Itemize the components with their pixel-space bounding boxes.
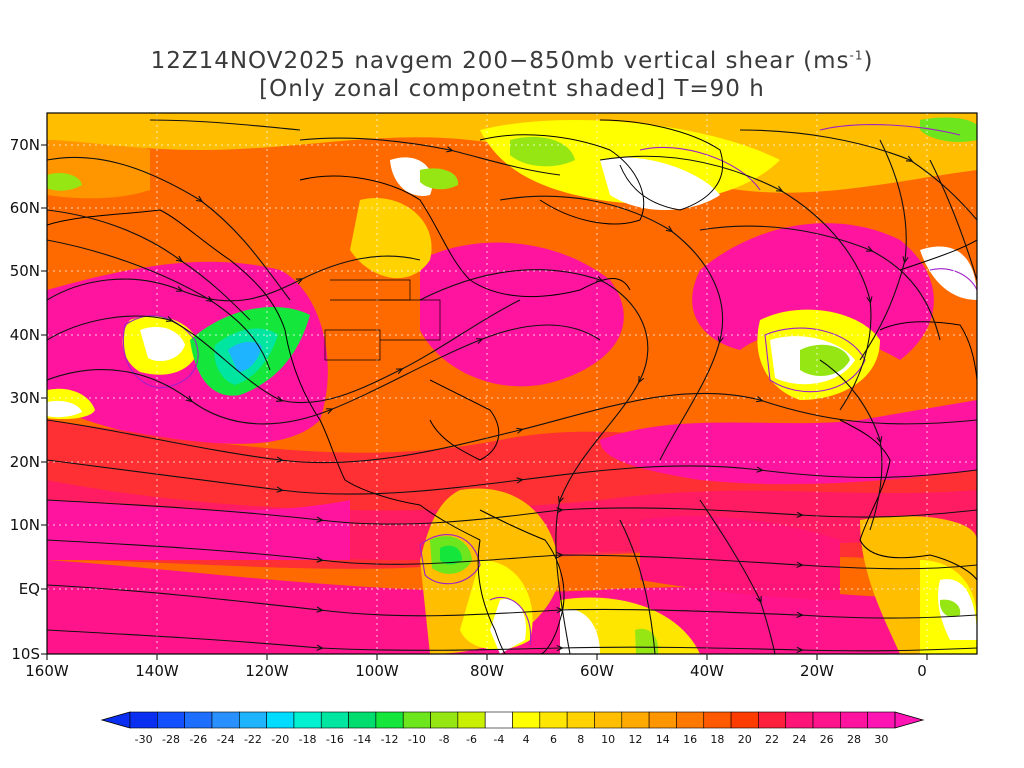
colorbar-label: 12 — [628, 733, 643, 746]
colorbar-swatch — [238, 711, 267, 729]
colorbar-swatch — [566, 711, 595, 729]
colorbar-label: 22 — [765, 733, 780, 746]
lat-label-50n: 50N — [9, 262, 40, 280]
colorbar-swatch — [430, 711, 459, 729]
colorbar-label: 14 — [655, 733, 670, 746]
colorbar-label: -22 — [243, 733, 262, 746]
colorbar-label: -28 — [161, 733, 180, 746]
lon-label-20w: 20W — [800, 662, 834, 680]
colorbar-swatch — [293, 711, 322, 729]
colorbar-label: 4 — [522, 733, 530, 746]
colorbar-label: -26 — [189, 733, 208, 746]
colorbar-label: -6 — [466, 733, 477, 746]
colorbar-label: 10 — [601, 733, 616, 746]
colorbar-swatch — [676, 711, 705, 729]
lat-label-40n: 40N — [9, 326, 40, 344]
colorbar-label: -14 — [353, 733, 372, 746]
lat-label-60n: 60N — [9, 199, 40, 217]
colorbar-arrow-low — [100, 711, 131, 729]
lat-label-eq: EQ — [18, 580, 40, 598]
lon-label-80w: 80W — [470, 662, 504, 680]
colorbar-swatch — [157, 711, 185, 729]
colorbar-swatch — [184, 711, 213, 729]
colorbar-swatch — [457, 711, 486, 729]
colorbar-swatch — [512, 711, 541, 729]
colorbar-label: 18 — [710, 733, 725, 746]
colorbar-label: -24 — [216, 733, 235, 746]
colorbar-swatch — [484, 711, 513, 729]
colorbar-label: -12 — [380, 733, 399, 746]
lat-label-10s: 10S — [11, 645, 40, 663]
lon-label-100w: 100W — [355, 662, 399, 680]
chart-title: 12Z14NOV2025 navgem 200−850mb vertical s… — [150, 48, 874, 74]
colorbar-label: 24 — [792, 733, 807, 746]
colorbar-swatch — [594, 711, 623, 729]
colorbar-label: 16 — [683, 733, 698, 746]
colorbar — [100, 711, 925, 729]
chart-subtitle: [Only zonal componetnt shaded] T=90 h — [259, 76, 765, 102]
lon-label-140w: 140W — [135, 662, 179, 680]
colorbar-label: -10 — [407, 733, 426, 746]
colorbar-swatch — [539, 711, 568, 729]
axis-ticks — [41, 144, 928, 660]
colorbar-label: -18 — [298, 733, 317, 746]
colorbar-swatch — [785, 711, 814, 729]
lat-label-20n: 20N — [9, 453, 40, 471]
colorbar-label: 28 — [847, 733, 862, 746]
streamlines — [47, 119, 977, 654]
colorbar-swatch — [758, 711, 787, 729]
colorbar-swatch — [375, 711, 404, 729]
colorbar-label: -16 — [325, 733, 344, 746]
colorbar-label: 26 — [819, 733, 834, 746]
colorbar-label: -20 — [271, 733, 290, 746]
lon-label-40w: 40W — [690, 662, 724, 680]
colorbar-label: 8 — [577, 733, 585, 746]
map-frame — [46, 112, 978, 655]
colorbar-swatch — [867, 711, 896, 729]
lat-label-10n: 10N — [9, 516, 40, 534]
colorbar-swatch — [211, 711, 240, 729]
lon-label-60w: 60W — [580, 662, 614, 680]
colorbar-swatch — [648, 711, 677, 729]
lat-label-70n: 70N — [9, 136, 40, 154]
colorbar-label: 6 — [549, 733, 557, 746]
colorbar-swatch — [730, 711, 759, 729]
colorbar-swatch — [266, 711, 295, 729]
lon-label-0: 0 — [917, 662, 927, 680]
colorbar-swatch — [840, 711, 868, 729]
shaded-field — [47, 113, 977, 654]
lon-label-160w: 160W — [25, 662, 69, 680]
colorbar-label: 20 — [737, 733, 752, 746]
colorbar-swatch — [320, 711, 349, 729]
colorbar-swatch — [812, 711, 841, 729]
colorbar-label: -8 — [438, 733, 450, 746]
colorbar-label: -30 — [134, 733, 153, 746]
colorbar-swatch — [621, 711, 650, 729]
colorbar-label: 30 — [874, 733, 889, 746]
colorbar-arrow-high — [894, 711, 925, 729]
colorbar-swatch — [348, 711, 377, 729]
lat-label-30n: 30N — [9, 389, 40, 407]
colorbar-swatch — [703, 711, 732, 729]
lon-label-120w: 120W — [245, 662, 289, 680]
colorbar-label: -4 — [493, 733, 505, 746]
colorbar-swatch — [129, 711, 158, 729]
colorbar-swatch — [402, 711, 431, 729]
